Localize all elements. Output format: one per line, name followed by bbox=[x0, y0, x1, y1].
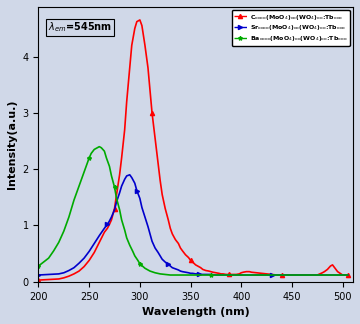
Text: $\lambda_{em}$=545nm: $\lambda_{em}$=545nm bbox=[48, 21, 112, 34]
Y-axis label: Intensity(a.u.): Intensity(a.u.) bbox=[7, 99, 17, 189]
X-axis label: Wavelength (nm): Wavelength (nm) bbox=[142, 307, 249, 317]
Legend: C$_{\rm oooo}$(MoO$_4$)$_{\rm oo}$(WO$_4$)$_{\rm oo}$:Tb$_{\rm ooo}$, Sr$_{\rm o: C$_{\rm oooo}$(MoO$_4$)$_{\rm oo}$(WO$_4… bbox=[231, 10, 350, 46]
